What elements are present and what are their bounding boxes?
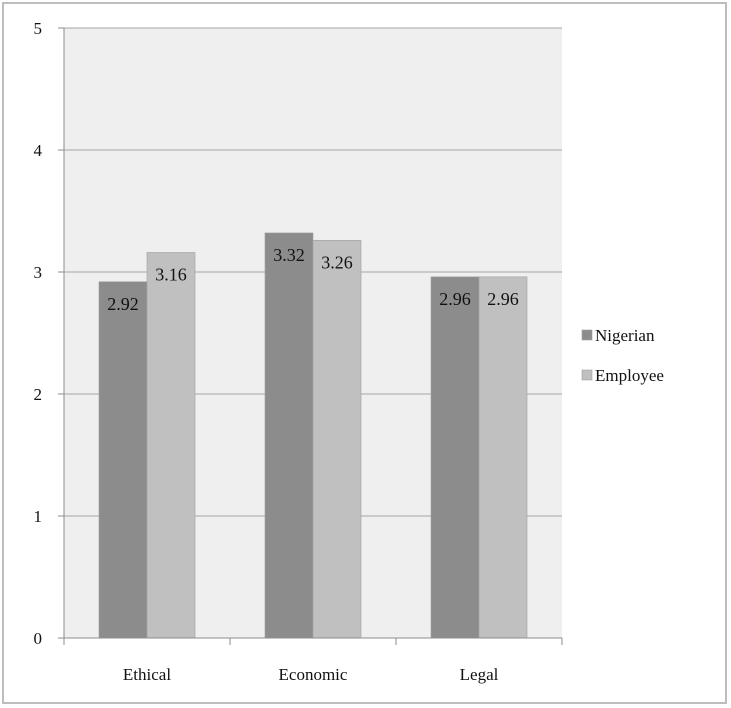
bar-nigerian-ethical <box>98 281 148 639</box>
x-category-label: Ethical <box>123 665 171 684</box>
x-axis-category-labels: Ethical Economic Legal <box>123 665 499 684</box>
bar-employee-ethical <box>146 252 196 639</box>
legend-swatch <box>581 369 593 381</box>
legend-swatch <box>581 329 593 341</box>
x-category-label: Economic <box>279 665 348 684</box>
y-tick-label: 4 <box>34 141 43 160</box>
data-label: 2.96 <box>487 289 519 309</box>
y-tick-label: 5 <box>34 19 43 38</box>
y-tick-label: 0 <box>34 629 43 648</box>
bar-nigerian-legal <box>430 276 480 639</box>
axes <box>58 27 563 645</box>
data-label: 3.26 <box>321 252 353 272</box>
y-tick-label: 2 <box>34 385 43 404</box>
bars <box>98 232 528 639</box>
y-axis-tick-labels: 0 1 2 3 4 5 <box>34 19 43 648</box>
bar-employee-legal <box>478 276 528 639</box>
legend-label: Nigerian <box>595 326 655 345</box>
legend-label: Employee <box>595 366 664 385</box>
data-label: 2.92 <box>107 294 139 314</box>
bar-nigerian-economic <box>264 232 314 639</box>
y-tick-label: 1 <box>34 507 43 526</box>
data-label: 3.16 <box>155 264 187 284</box>
data-labels: 2.92 3.16 3.32 3.26 2.96 2.96 <box>107 245 519 314</box>
bar-employee-economic <box>312 239 362 639</box>
x-category-label: Legal <box>460 665 499 684</box>
data-label: 3.32 <box>273 245 305 265</box>
y-tick-label: 3 <box>34 263 43 282</box>
data-label: 2.96 <box>439 289 471 309</box>
legend: Nigerian Employee <box>581 326 664 385</box>
